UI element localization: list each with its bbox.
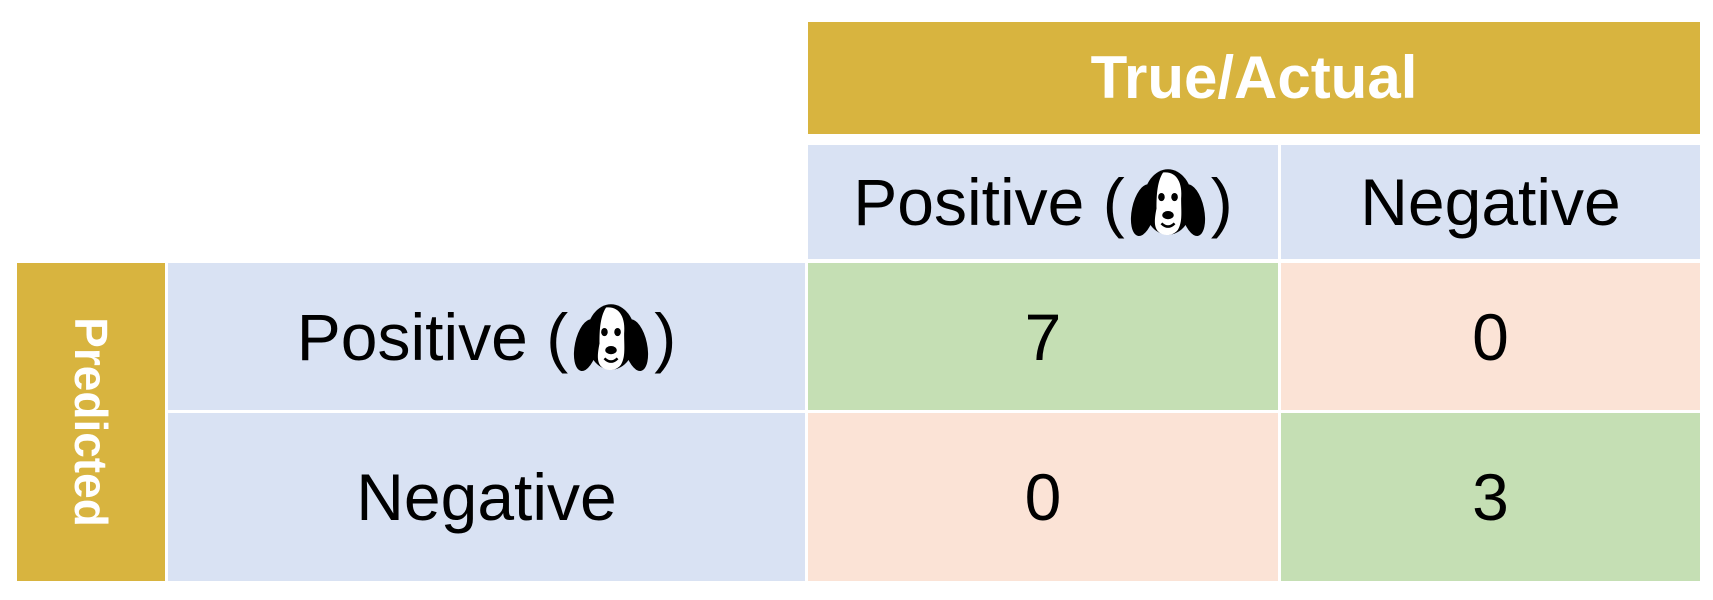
dog-face-icon (570, 295, 652, 379)
predicted-title: Predicted (65, 317, 118, 527)
row-negative-label: Negative (356, 460, 617, 534)
row-positive-label: Positive (296, 299, 528, 374)
column-header-positive: Positive ( ) (808, 145, 1278, 259)
cell-false-positive: 0 (1281, 263, 1700, 410)
true-positive-value: 7 (1024, 299, 1062, 374)
close-paren: ) (1210, 165, 1233, 239)
open-paren: ( (1102, 165, 1125, 239)
true-negative-value: 3 (1472, 460, 1509, 534)
column-negative-label: Negative (1360, 165, 1621, 239)
cell-true-negative: 3 (1281, 413, 1700, 581)
open-paren: ( (546, 299, 569, 374)
dog-face-icon (1127, 160, 1209, 244)
false-positive-value: 0 (1472, 299, 1509, 374)
column-header-negative: Negative (1281, 145, 1700, 259)
cell-false-negative: 0 (808, 413, 1278, 581)
close-paren: ) (654, 299, 677, 374)
predicted-header: Predicted (17, 263, 165, 581)
true-actual-title: True/Actual (1090, 44, 1418, 111)
false-negative-value: 0 (1024, 460, 1062, 534)
row-header-positive: Positive ( ) (168, 263, 805, 410)
true-actual-header: True/Actual (808, 22, 1700, 134)
column-positive-label: Positive (853, 165, 1085, 239)
cell-true-positive: 7 (808, 263, 1278, 410)
row-header-negative: Negative (168, 413, 805, 581)
